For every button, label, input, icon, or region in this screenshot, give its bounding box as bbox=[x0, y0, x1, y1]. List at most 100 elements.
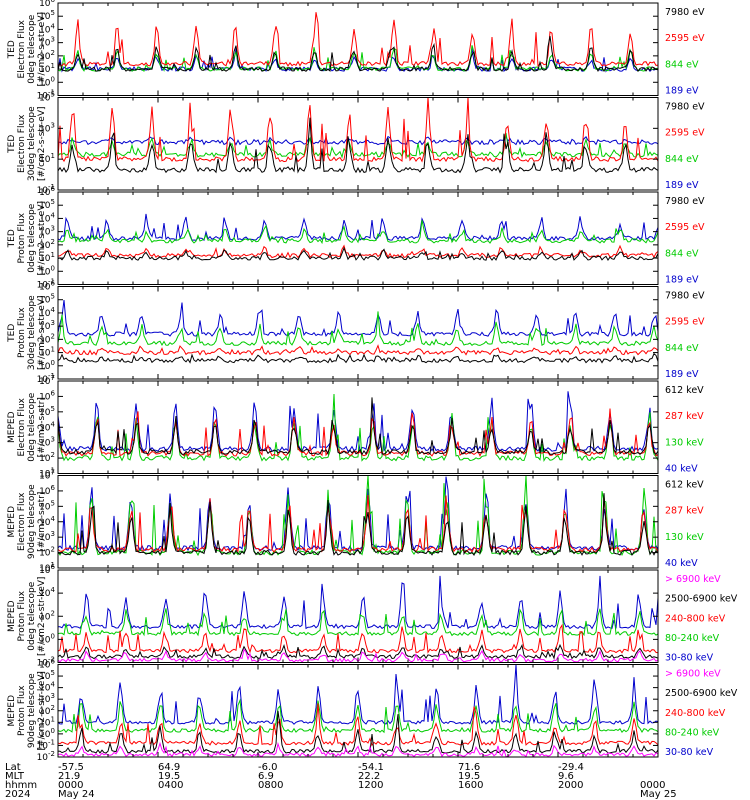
y-tick-label: 101 bbox=[39, 251, 55, 264]
series-trace bbox=[58, 12, 658, 67]
y-axis-label-line: [#/cm2-s-str] bbox=[37, 492, 47, 552]
y-tick-label: 101 bbox=[39, 152, 55, 165]
y-tick-exponent: 6 bbox=[51, 0, 56, 4]
x-tick-label-lat: -54.1 bbox=[358, 762, 384, 773]
legend-entry: 240-800 keV bbox=[665, 708, 726, 719]
y-axis-label-line: Electron Flux bbox=[17, 492, 27, 551]
x-tick-label-mlt: 9.6 bbox=[558, 771, 574, 782]
y-tick-exponent: 7 bbox=[51, 469, 55, 477]
y-tick-label: 101 bbox=[39, 561, 55, 574]
y-axis-label-line: MEPED bbox=[7, 506, 17, 538]
y-tick-label: 101 bbox=[39, 346, 55, 359]
y-axis-label-line: 90deg telescope bbox=[27, 673, 37, 748]
legend-entry: 7980 eV bbox=[665, 291, 705, 302]
y-tick-label: 10-2 bbox=[37, 656, 55, 669]
series-trace bbox=[58, 664, 658, 725]
legend-entry: 80-240 keV bbox=[665, 633, 720, 644]
panel-traces bbox=[58, 12, 658, 73]
y-tick-exponent: 6 bbox=[51, 185, 56, 193]
y-tick-base: 10 bbox=[39, 392, 51, 402]
y-tick-base: 10 bbox=[39, 201, 51, 211]
y-tick-label: 10-2 bbox=[37, 750, 55, 763]
y-tick-exponent: 5 bbox=[51, 91, 55, 99]
y-tick-base: 10 bbox=[39, 533, 51, 543]
y-tick-label: 102 bbox=[39, 238, 55, 251]
y-tick-label: 102 bbox=[39, 609, 55, 622]
y-tick-base: 10 bbox=[39, 472, 51, 482]
y-tick-label: 106 bbox=[39, 185, 55, 198]
x-tick-label-hhmm: 0000 bbox=[640, 780, 665, 791]
panel-traces bbox=[58, 213, 658, 261]
y-tick-exponent: 3 bbox=[51, 121, 55, 129]
series-trace bbox=[58, 393, 658, 462]
y-tick-exponent: 5 bbox=[51, 293, 55, 301]
y-tick-base: 10 bbox=[39, 684, 51, 694]
series-trace bbox=[58, 246, 658, 261]
legend-entry: 30-80 keV bbox=[665, 653, 714, 664]
y-tick-base: 10 bbox=[39, 12, 51, 22]
y-axis-label-line: 90deg telescope bbox=[27, 484, 37, 559]
y-tick-label: 106 bbox=[39, 389, 55, 402]
y-tick-base: 10 bbox=[39, 612, 51, 622]
y-axis-label-line: MEPED bbox=[7, 411, 17, 443]
x-tick-label-mlt: 6.9 bbox=[258, 771, 274, 782]
y-axis-label-line: 0deg telescope bbox=[27, 203, 37, 273]
y-tick-exponent: -1 bbox=[48, 738, 55, 746]
series-trace bbox=[58, 391, 658, 453]
y-tick-base: 10 bbox=[39, 283, 51, 293]
y-axis-label-line: 0deg telescope bbox=[27, 581, 37, 651]
y-tick-base: 10 bbox=[39, 124, 51, 134]
legend-entry: 2500-6900 keV bbox=[665, 594, 738, 605]
y-tick-exponent: 2 bbox=[51, 546, 55, 554]
legend-entry: 240-800 keV bbox=[665, 613, 726, 624]
y-tick-base: 10 bbox=[39, 730, 51, 740]
y-tick-base: 10 bbox=[39, 335, 51, 345]
y-axis-label-line: [#/cm2-s-str-eV] bbox=[37, 201, 47, 276]
y-tick-label: 105 bbox=[39, 669, 55, 682]
y-tick-exponent: 4 bbox=[51, 586, 56, 594]
y-tick-base: 10 bbox=[39, 349, 51, 359]
y-tick-base: 10 bbox=[39, 661, 51, 671]
y-tick-base: 10 bbox=[39, 254, 51, 264]
series-trace bbox=[58, 135, 658, 146]
y-axis-label-line: Electron Flux bbox=[17, 19, 27, 78]
legend-entry: 2595 eV bbox=[665, 317, 705, 328]
y-tick-exponent: 3 bbox=[51, 530, 55, 538]
y-tick-exponent: 0 bbox=[51, 75, 55, 83]
y-tick-base: 10 bbox=[39, 718, 51, 728]
panel-traces bbox=[58, 97, 658, 174]
y-axis-label-line: TED bbox=[7, 324, 17, 343]
y-tick-exponent: 2 bbox=[51, 332, 55, 340]
y-axis-label-line: [#/cm2-s-str-eV] bbox=[37, 106, 47, 181]
y-tick-base: 10 bbox=[39, 549, 51, 559]
y-axis-label-line: MEPED bbox=[7, 600, 17, 632]
y-tick-base: 10 bbox=[37, 741, 49, 751]
legend-entry: 2500-6900 keV bbox=[665, 688, 738, 699]
y-tick-label: 103 bbox=[39, 121, 55, 134]
series-trace bbox=[58, 608, 658, 637]
y-tick-label: 104 bbox=[39, 586, 55, 599]
y-axis-label-line: TED bbox=[7, 40, 17, 59]
y-axis-label-line: Electron Flux bbox=[17, 397, 27, 456]
y-axis-label: MEPEDProton Flux90deg telescope[#/cm2-s-… bbox=[7, 671, 47, 750]
series-trace bbox=[58, 117, 658, 174]
series-trace bbox=[58, 36, 658, 73]
y-tick-label: 105 bbox=[39, 499, 55, 512]
y-axis-label: TEDProton Flux0deg telescope[#/cm2-s-str… bbox=[7, 201, 47, 276]
x-tick-label-mlt: 21.9 bbox=[58, 771, 80, 782]
axis-row-label-year: 2024 bbox=[5, 789, 30, 800]
y-tick-base: 10 bbox=[39, 78, 51, 88]
y-tick-exponent: 4 bbox=[51, 22, 56, 30]
series-trace bbox=[58, 643, 658, 660]
y-tick-base: 10 bbox=[39, 322, 51, 332]
y-tick-base: 10 bbox=[39, 267, 51, 277]
y-tick-exponent: 1 bbox=[51, 251, 55, 259]
y-axis-label-line: Proton Flux bbox=[17, 685, 27, 736]
x-tick-label-lat: -29.4 bbox=[558, 762, 584, 773]
y-tick-exponent: -2 bbox=[48, 656, 55, 664]
y-axis-label-line: Proton Flux bbox=[17, 307, 27, 358]
